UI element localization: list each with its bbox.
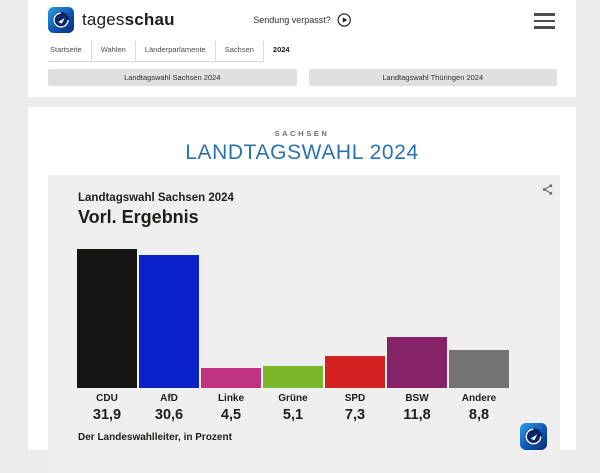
- bar-track: [449, 249, 509, 388]
- page: { "colors": { "page_bg": "#ececec", "cha…: [28, 0, 576, 473]
- share-icon: [542, 183, 552, 195]
- breadcrumb: Startseite Wahlen Länderparlamente Sachs…: [48, 41, 299, 62]
- tagesschau-watermark-icon: [520, 423, 547, 450]
- breadcrumb-item-wahlen[interactable]: Wahlen: [91, 41, 136, 62]
- bar-category-label: BSW: [405, 393, 429, 404]
- play-icon: [337, 13, 351, 27]
- bar-spd[interactable]: [325, 356, 385, 388]
- breadcrumb-item-startseite[interactable]: Startseite: [48, 41, 92, 62]
- sendung-verpasst-label: Sendung verpasst?: [253, 15, 331, 25]
- bar-linke[interactable]: [201, 368, 261, 388]
- bar-track: [139, 249, 199, 388]
- bar-category-label: SPD: [344, 393, 366, 404]
- tagesschau-logo[interactable]: tagesschau: [48, 7, 175, 33]
- bar-track: [201, 249, 261, 388]
- tab-landtagswahl-sachsen[interactable]: Landtagswahl Sachsen 2024: [48, 69, 297, 86]
- bar-column-gruene: Grüne 5,1: [263, 249, 323, 423]
- bar-column-bsw: BSW 11,8: [387, 249, 447, 423]
- chart-title: Landtagswahl Sachsen 2024: [78, 192, 234, 204]
- bar-value-label: 30,6: [154, 407, 184, 423]
- bar-category-label: AfD: [160, 393, 178, 404]
- bars-row: CDU 31,9 AfD 30,6 Linke 4,5 Grüne 5,1 SPD 7,3 BSW 1…: [77, 249, 509, 423]
- brand-text: tagesschau: [82, 10, 175, 29]
- bar-value-label: 7,3: [344, 407, 366, 423]
- bar-afd[interactable]: [139, 254, 199, 388]
- bar-gruene[interactable]: [263, 365, 323, 388]
- chart-subtitle: Vorl. Ergebnis: [78, 207, 199, 227]
- breadcrumb-item-laenderparlamente[interactable]: Länderparlamente: [135, 41, 216, 62]
- bar-category-label: Andere: [461, 393, 497, 404]
- bar-value-label: 5,1: [282, 407, 304, 423]
- election-tabs: Landtagswahl Sachsen 2024 Landtagswahl T…: [48, 69, 557, 86]
- main-content: SACHSEN LANDTAGSWAHL 2024 Landtagswahl S…: [28, 107, 576, 473]
- menu-bar: [534, 26, 555, 29]
- bar-value-label: 8,8: [468, 407, 490, 423]
- bar-track: [325, 249, 385, 388]
- menu-button[interactable]: [534, 13, 555, 29]
- bar-column-afd: AfD 30,6: [139, 249, 199, 423]
- breadcrumb-item-sachsen[interactable]: Sachsen: [215, 41, 264, 62]
- bar-column-spd: SPD 7,3: [325, 249, 385, 423]
- bar-track: [263, 249, 323, 388]
- bar-track: [77, 249, 137, 388]
- bar-track: [387, 249, 447, 388]
- chart-source-note: Der Landeswahlleiter, in Prozent: [78, 432, 232, 443]
- bar-column-cdu: CDU 31,9: [77, 249, 137, 423]
- bar-category-label: CDU: [96, 393, 118, 404]
- bar-andere[interactable]: [449, 349, 509, 388]
- page-title: LANDTAGSWAHL 2024: [185, 141, 419, 164]
- breadcrumb-item-2024[interactable]: 2024: [272, 45, 290, 54]
- bar-value-label: 4,5: [220, 407, 242, 423]
- share-button[interactable]: [539, 181, 555, 197]
- results-chart-card: Landtagswahl Sachsen 2024 Vorl. Ergebnis…: [48, 175, 560, 473]
- bar-column-linke: Linke 4,5: [201, 249, 261, 423]
- site-header: tagesschau Sendung verpasst? Startseite …: [28, 0, 576, 97]
- bar-bsw[interactable]: [387, 336, 447, 388]
- page-kicker: SACHSEN: [274, 129, 330, 138]
- tab-landtagswahl-thueringen[interactable]: Landtagswahl Thüringen 2024: [308, 69, 557, 86]
- bar-category-label: Linke: [217, 393, 245, 404]
- sendung-verpasst-link[interactable]: Sendung verpasst?: [253, 13, 351, 27]
- menu-bar: [534, 19, 555, 22]
- menu-bar: [534, 13, 555, 16]
- bar-category-label: Grüne: [278, 393, 308, 404]
- bar-cdu[interactable]: [77, 249, 137, 388]
- bar-column-andere: Andere 8,8: [449, 249, 509, 423]
- tagesschau-globe-icon: [48, 7, 74, 33]
- bar-value-label: 11,8: [403, 407, 431, 423]
- bar-value-label: 31,9: [92, 407, 122, 423]
